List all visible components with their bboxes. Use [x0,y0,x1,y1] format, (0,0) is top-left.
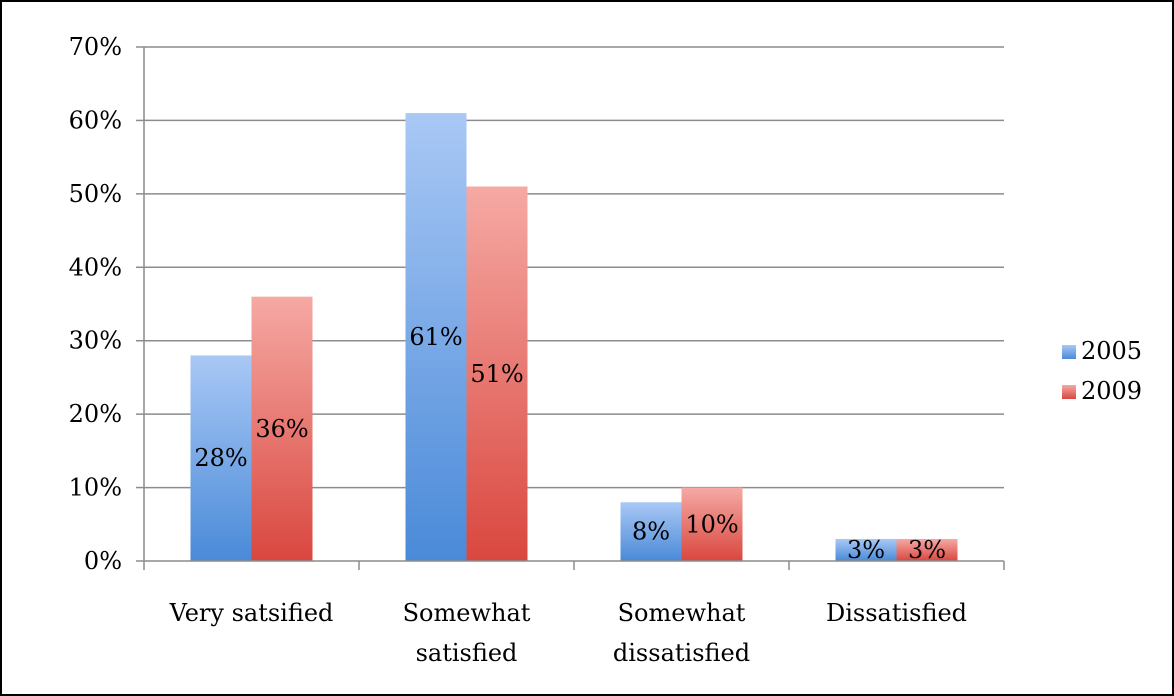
legend: 2005 2009 [1062,337,1142,405]
x-axis [143,47,1005,570]
legend-swatch-2009 [1062,385,1076,399]
category-label: Very satsified [169,599,334,627]
bar-2009-1 [466,186,528,561]
bar-2009-2 [681,487,743,561]
data-label: 8% [632,518,670,546]
y-tick-label: 70% [69,33,122,61]
data-label: 3% [847,536,885,564]
data-labels: 28% 36% 61% 51% 8% 10% 3% 3% [194,323,946,564]
bar-2005-1 [405,113,467,561]
bar-2009-3 [896,538,958,561]
legend-swatch-2005 [1062,345,1076,359]
y-tick-label: 40% [69,253,122,281]
data-label: 51% [470,360,523,388]
category-label: Dissatisfied [826,599,967,627]
y-tick-label: 50% [69,180,122,208]
y-tick-label: 10% [69,474,122,502]
legend-label: 2009 [1081,377,1142,405]
y-tick-label: 60% [69,106,122,134]
category-label: dissatisfied [613,639,750,667]
y-tick-label: 20% [69,400,122,428]
legend-label: 2005 [1081,337,1142,365]
bars [190,113,958,561]
y-tick-label: 30% [69,327,122,355]
data-label: 61% [409,323,462,351]
bar-2005-3 [835,538,897,561]
bar-2005-0 [190,355,252,561]
y-axis-ticks: 0% 10% 20% 30% 40% 50% 60% 70% [69,33,144,575]
bar-2005-2 [620,502,682,561]
data-label: 10% [685,510,738,538]
category-label: Somewhat [618,599,746,627]
category-label: satisfied [416,639,518,667]
data-label: 3% [908,536,946,564]
data-label: 28% [194,444,247,472]
category-label: Somewhat [403,599,531,627]
bar-2009-0 [251,296,313,561]
y-tick-label: 0% [84,547,122,575]
category-labels: Very satsified Somewhat satisfied Somewhat d… [169,599,967,667]
data-label: 36% [255,415,308,443]
